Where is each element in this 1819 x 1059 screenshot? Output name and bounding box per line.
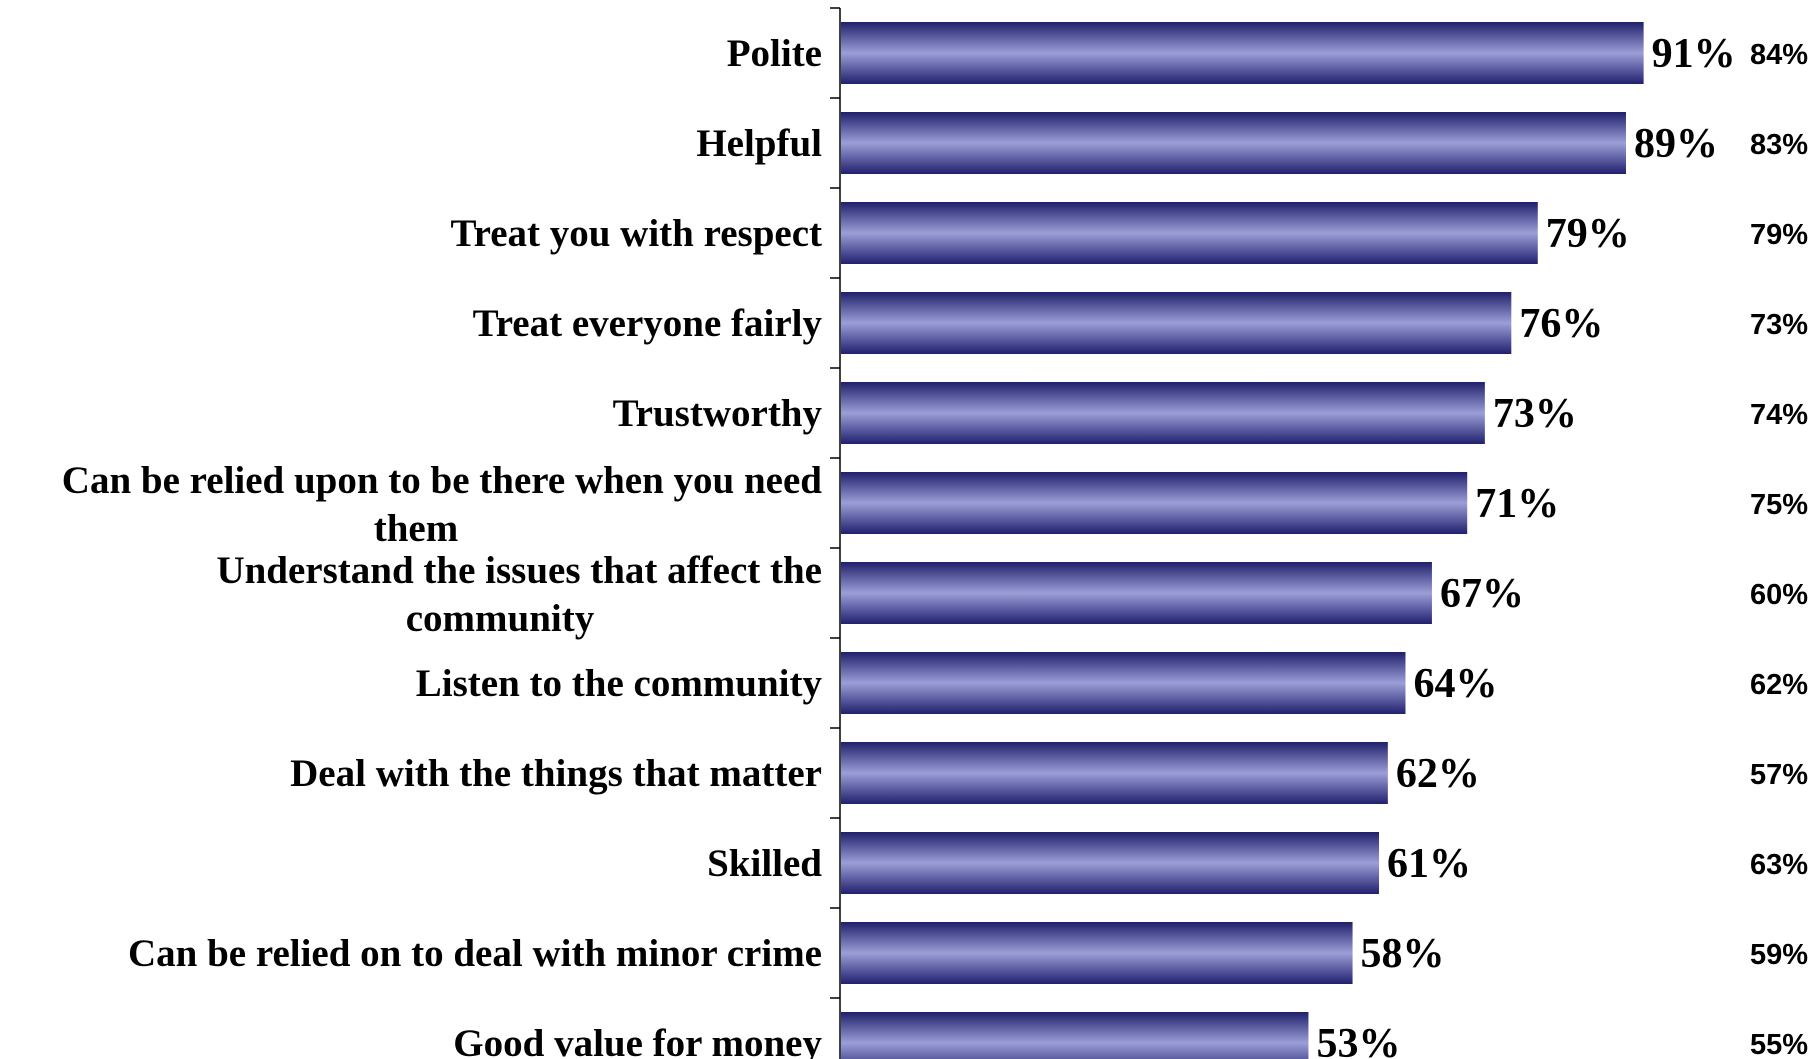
category-label: Deal with the things that matter [290, 752, 822, 795]
comparison-value-label: 75% [1750, 489, 1808, 521]
value-label: 61% [1387, 841, 1471, 887]
category-label: Can be relied on to deal with minor crim… [128, 932, 822, 975]
category-label: Listen to the community [416, 662, 823, 705]
bar [841, 382, 1485, 444]
value-label: 73% [1493, 391, 1577, 437]
category-label: Treat everyone fairly [473, 302, 823, 345]
bars [841, 22, 1644, 1059]
comparison-value-label: 63% [1750, 849, 1808, 881]
comparison-value-label: 55% [1750, 1029, 1808, 1059]
category-label: Helpful [696, 122, 822, 165]
value-label: 53% [1316, 1021, 1400, 1059]
category-label: them [374, 507, 458, 550]
value-label: 67% [1440, 571, 1524, 617]
category-label: Good value for money [453, 1022, 822, 1059]
bar [841, 292, 1512, 354]
category-label: Understand the issues that affect the [216, 549, 822, 592]
comparison-value-label: 60% [1750, 579, 1808, 611]
bar [841, 472, 1468, 534]
bar [841, 1012, 1309, 1059]
comparison-value-label: 74% [1750, 399, 1808, 431]
category-label: Can be relied upon to be there when you … [62, 459, 823, 502]
bar [841, 832, 1380, 894]
bar [841, 112, 1626, 174]
comparison-value-label: 84% [1750, 39, 1808, 71]
category-label: community [406, 597, 595, 640]
comparison-value-label: 83% [1750, 129, 1808, 161]
comparison-value-label: 59% [1750, 939, 1808, 971]
comparison-labels: 84% 83% 79% 73% 74% 75% 60% 62% 57% 63% 59% 55% [1750, 39, 1808, 1059]
bar [841, 202, 1538, 264]
value-label: 91% [1652, 31, 1736, 77]
bar [841, 742, 1388, 804]
value-label: 64% [1413, 661, 1497, 707]
value-label: 58% [1361, 931, 1445, 977]
value-label: 76% [1519, 301, 1603, 347]
comparison-value-label: 79% [1750, 219, 1808, 251]
bar [841, 22, 1644, 84]
value-labels: 91% 89%79% 76% 73% 71% 67% 64% 62% 61% 58% 53% [1316, 31, 1735, 1059]
bar [841, 652, 1406, 714]
comparison-value-label: 62% [1750, 669, 1808, 701]
category-label: Skilled [707, 842, 822, 885]
category-label: Polite [727, 32, 822, 75]
value-label: 89% [1634, 121, 1718, 167]
value-label: 71% [1475, 481, 1559, 527]
category-labels: Polite Helpful Treat you with respect Treat… [62, 32, 823, 1059]
value-label: 62% [1396, 751, 1480, 797]
comparison-value-label: 57% [1750, 759, 1808, 791]
comparison-value-label: 73% [1750, 309, 1808, 341]
y-axis-ticks [830, 7, 840, 999]
bar [841, 922, 1353, 984]
category-label: Trustworthy [613, 392, 823, 435]
category-label: Treat you with respect [450, 212, 822, 255]
value-label: 79% [1546, 211, 1630, 257]
bar [841, 562, 1432, 624]
